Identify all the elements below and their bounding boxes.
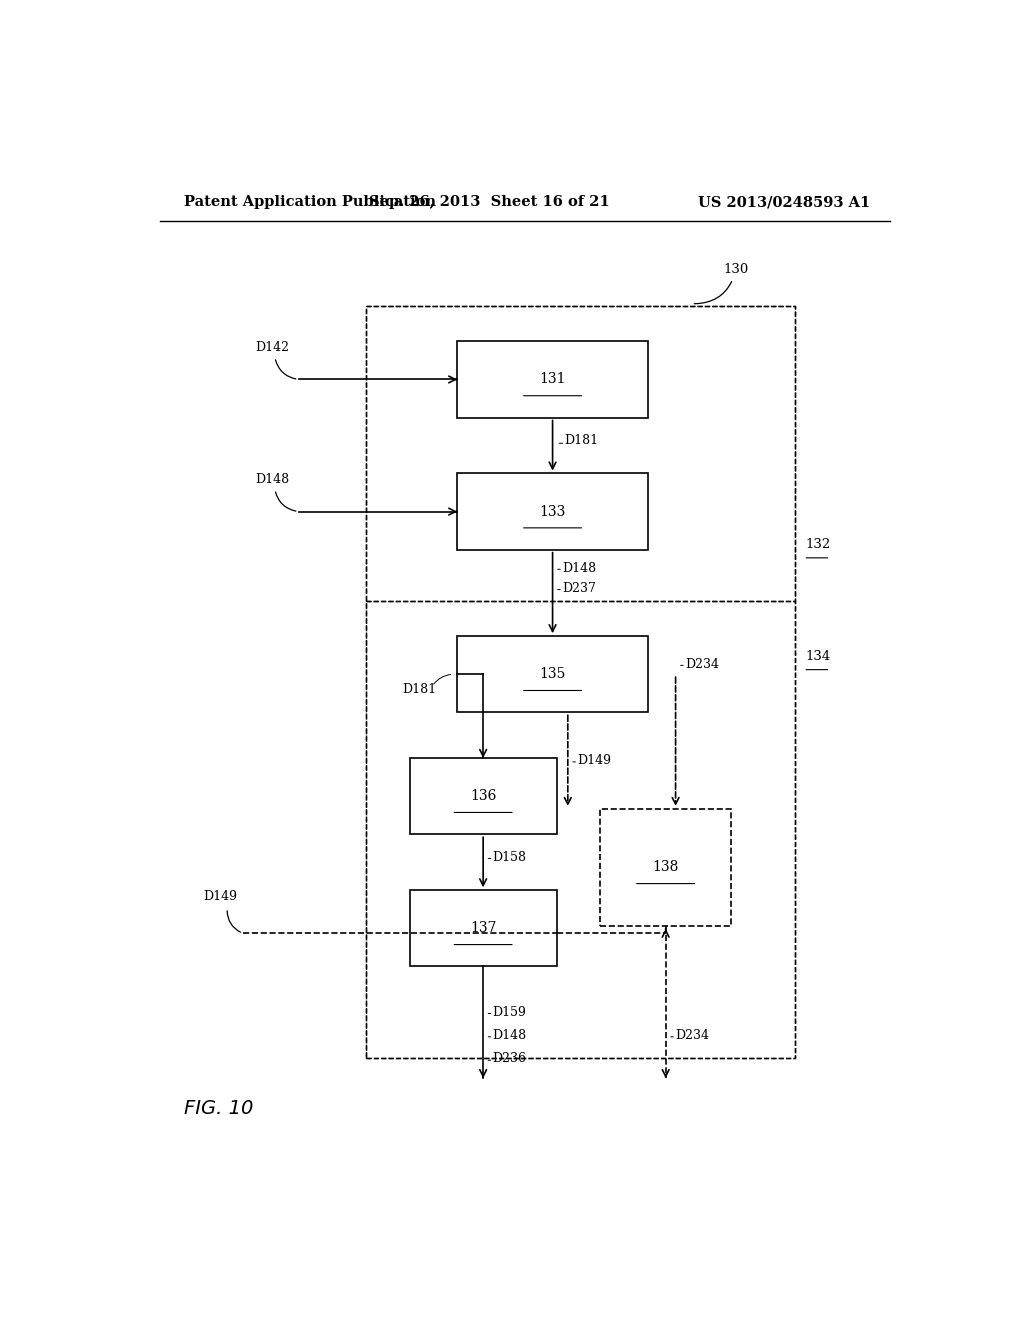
Bar — [458, 342, 648, 417]
Text: Sep. 26, 2013  Sheet 16 of 21: Sep. 26, 2013 Sheet 16 of 21 — [369, 195, 609, 209]
Text: D181: D181 — [564, 434, 599, 447]
Text: D148: D148 — [562, 561, 596, 574]
Bar — [367, 306, 795, 601]
Text: 133: 133 — [540, 504, 566, 519]
Text: D142: D142 — [255, 341, 289, 354]
Text: D234: D234 — [685, 657, 719, 671]
Text: 135: 135 — [540, 667, 566, 681]
Text: 134: 134 — [805, 649, 830, 663]
Text: D237: D237 — [562, 582, 596, 595]
Bar — [410, 890, 557, 966]
Text: 138: 138 — [652, 861, 679, 874]
Text: US 2013/0248593 A1: US 2013/0248593 A1 — [697, 195, 870, 209]
Text: D148: D148 — [493, 1030, 526, 1041]
Text: D158: D158 — [493, 850, 526, 863]
Text: 130: 130 — [694, 263, 749, 304]
Text: 132: 132 — [805, 539, 830, 552]
Text: D149: D149 — [204, 890, 238, 903]
Text: 131: 131 — [540, 372, 566, 387]
Text: D148: D148 — [255, 473, 289, 486]
Bar — [600, 809, 731, 925]
Text: D236: D236 — [493, 1052, 526, 1065]
Bar — [367, 601, 795, 1057]
Bar — [367, 306, 795, 1057]
Bar — [458, 474, 648, 549]
Bar — [410, 758, 557, 834]
Text: 136: 136 — [470, 789, 497, 803]
Text: D149: D149 — [578, 754, 611, 767]
Text: D181: D181 — [401, 682, 436, 696]
Text: Patent Application Publication: Patent Application Publication — [183, 195, 435, 209]
Text: 137: 137 — [470, 921, 497, 936]
Text: D234: D234 — [675, 1030, 710, 1041]
Bar — [458, 636, 648, 713]
Text: FIG. 10: FIG. 10 — [183, 1100, 253, 1118]
Text: D159: D159 — [493, 1006, 526, 1019]
